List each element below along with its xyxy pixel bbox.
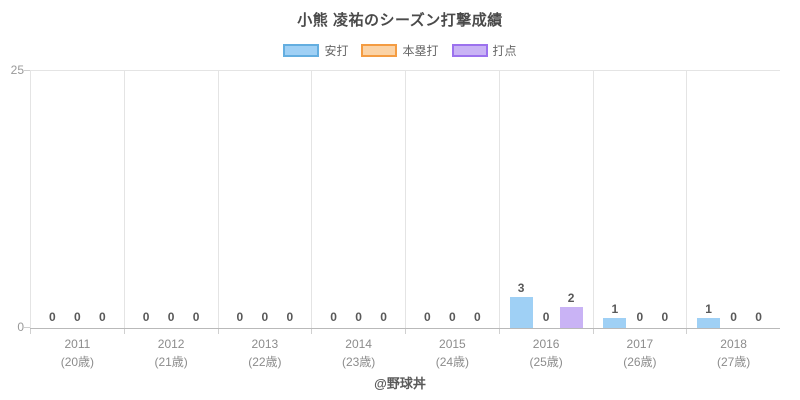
plot-area: 0 0 0 2011 (20歳) 0 0 0 2012 (21歳) 0 0 0 2013 (22歳) 0 0 0 2… [30,70,780,369]
value-label: 0 [636,310,644,324]
x-axis-label: 2012 (21歳) [154,337,188,369]
bar-slot: 0 [465,71,490,328]
bar-slot: 0 [627,71,652,328]
year-group-2018: 1 0 0 2018 (27歳) [686,71,780,369]
bar-slot: 0 [371,71,396,328]
chart-title: 小熊 凌祐のシーズン打撃成績 [297,12,503,29]
y-axis-tick-25: 25 [10,63,24,77]
y-tick-mark [24,70,30,71]
bar-slot: 0 [40,71,65,328]
bar-slot: 0 [746,71,771,328]
legend-label: 打点 [492,44,517,58]
value-label: 0 [99,310,106,324]
x-axis-label: 2014 (23歳) [341,337,376,369]
year-group-2015: 0 0 0 2015 (24歳) [405,71,499,369]
bar-安打-2017[interactable] [603,317,627,328]
y-tick-mark [24,327,30,328]
y-axis-tick-0: 0 [17,320,24,334]
chart-legend: 安打 本塁打 打点 [0,42,800,59]
bar-slot: 0 [159,71,184,328]
value-label: 0 [380,310,387,324]
bar-slot: 0 [346,71,371,328]
bar-slot: 0 [534,71,559,328]
x-axis-label: 2016 (25歳) [529,337,563,369]
x-axis-label: 2018 (27歳) [716,337,751,369]
bar-安打-2016[interactable] [509,297,533,328]
bar-slot: 0 [90,71,115,328]
value-label: 0 [661,310,669,324]
hits-swatch-icon [283,44,320,57]
year-group-2013: 0 0 0 2013 (22歳) [217,71,312,369]
legend-label: 本塁打 [402,44,439,58]
year-group-2014: 0 0 0 2014 (23歳) [311,71,405,369]
legend-item-rbi[interactable]: 打点 [451,42,517,59]
bar-slot: 0 [415,71,440,328]
bar-slot: 0 [134,71,159,328]
value-label: 0 [261,310,269,324]
rbi-swatch-icon [451,44,488,57]
value-label: 0 [330,310,337,324]
bar-slot: 1 [602,71,627,328]
legend-item-hits[interactable]: 安打 [283,42,348,59]
chart-caption: @野球丼 [374,376,426,391]
value-label: 0 [286,310,294,324]
value-label: 0 [355,310,362,324]
value-label: 0 [192,310,200,324]
value-label: 0 [730,310,737,324]
value-label: 1 [611,301,619,316]
bar-slot: 0 [252,71,277,328]
year-group-2011: 0 0 0 2011 (20歳) [30,71,124,369]
x-axis-label: 2011 (20歳) [60,337,95,369]
value-label: 0 [167,310,175,324]
x-axis-label: 2015 (24歳) [435,337,470,369]
year-group-2017: 1 0 0 2017 (26歳) [592,71,687,369]
value-label: 0 [74,310,81,324]
value-label: 1 [705,301,712,316]
bar-groups: 0 0 0 2011 (20歳) 0 0 0 2012 (21歳) 0 0 0 2013 (22歳) 0 0 0 2… [30,71,780,369]
year-group-2016: 3 0 2 2016 (25歳) [498,71,593,369]
x-axis-label: 2013 (22歳) [248,337,282,369]
bar-slot: 1 [696,71,721,328]
value-label: 0 [236,310,244,324]
bar-安打-2018[interactable] [697,317,721,328]
value-label: 2 [567,291,575,306]
homeruns-swatch-icon [361,44,398,57]
bar-slot: 0 [321,71,346,328]
bar-slot: 2 [559,71,584,328]
x-axis-label: 2017 (26歳) [623,337,657,369]
bar-slot: 0 [65,71,90,328]
value-label: 0 [424,310,431,324]
bar-slot: 0 [721,71,746,328]
bar-slot: 0 [277,71,302,328]
value-label: 0 [474,310,481,324]
value-label: 0 [542,310,550,324]
year-group-2012: 0 0 0 2012 (21歳) [123,71,218,369]
bar-slot: 0 [184,71,209,328]
legend-item-homeruns[interactable]: 本塁打 [361,42,439,59]
legend-label: 安打 [324,44,349,58]
bar-slot: 0 [227,71,252,328]
value-label: 0 [449,310,456,324]
value-label: 3 [517,281,525,296]
bar-slot: 3 [509,71,534,328]
value-label: 0 [49,310,56,324]
value-label: 0 [755,310,762,324]
bar-slot: 0 [652,71,677,328]
bar-slot: 0 [440,71,465,328]
bar-打点-2016[interactable] [559,307,583,328]
value-label: 0 [142,310,150,324]
